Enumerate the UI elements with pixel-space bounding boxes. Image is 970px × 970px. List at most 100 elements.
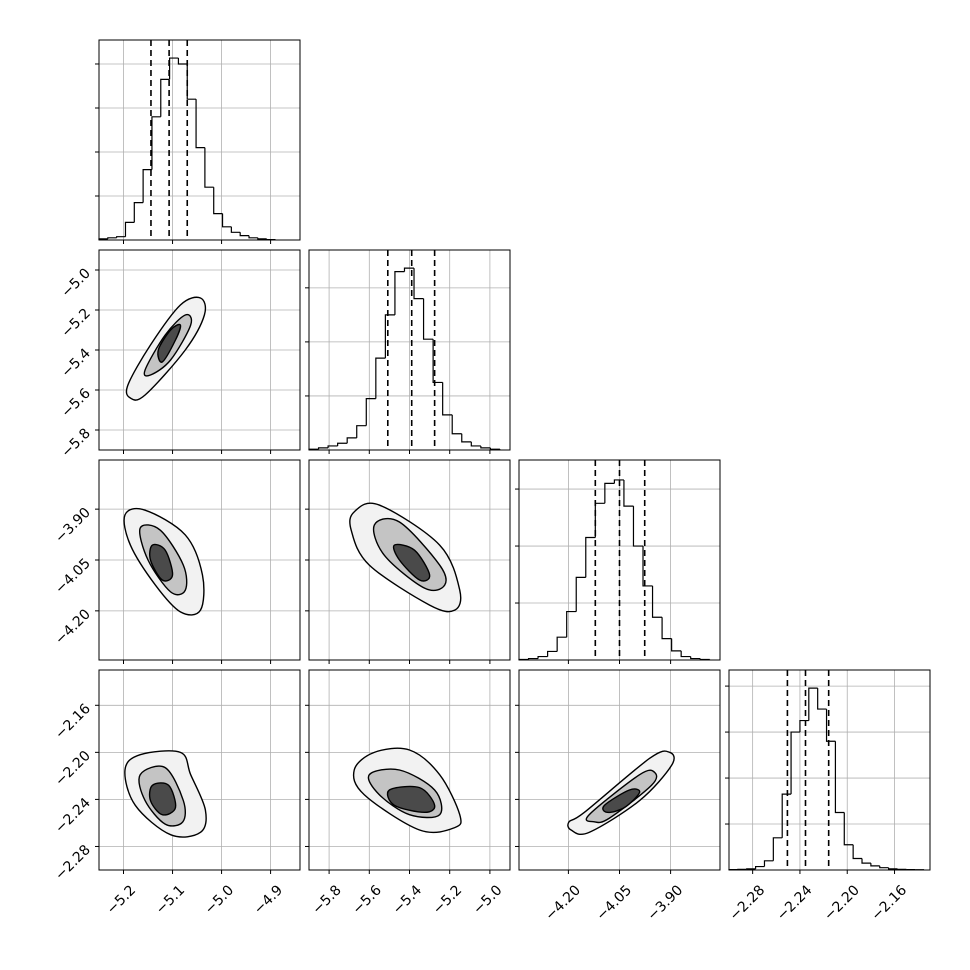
histogram-step	[527, 657, 539, 660]
histogram-step	[604, 482, 615, 504]
histogram-step	[442, 382, 453, 416]
histogram-step	[556, 636, 567, 652]
histogram-step	[489, 447, 500, 450]
histogram-step	[808, 687, 818, 721]
y-tick-label: −5.8	[58, 426, 93, 461]
histogram-step	[451, 414, 462, 435]
histogram-step	[204, 147, 214, 188]
y-tick-label: −3.90	[52, 505, 94, 547]
panel-frame	[728, 669, 931, 871]
panel-frame	[98, 669, 301, 871]
histogram-step	[671, 638, 682, 652]
histogram-step	[394, 271, 405, 315]
histogram-step	[151, 116, 161, 170]
x-tick-label: −2.24	[774, 882, 816, 924]
histogram-step	[195, 99, 205, 149]
histogram-step	[594, 502, 605, 538]
histogram-step	[870, 863, 880, 867]
density-contour	[392, 543, 431, 582]
y-tick-label: −5.4	[58, 345, 93, 380]
y-tick-label: −4.05	[52, 556, 94, 598]
panel-frame	[308, 669, 511, 871]
panel-frame	[98, 39, 301, 241]
histogram-step	[690, 656, 701, 660]
histogram-step	[642, 546, 653, 587]
histogram-step	[613, 479, 624, 484]
y-tick-label: −2.24	[52, 795, 94, 837]
x-tick-label: −3.90	[645, 882, 687, 924]
histogram-step	[763, 860, 774, 867]
histogram-step	[384, 314, 395, 359]
x-tick-label: −2.20	[821, 882, 863, 924]
panel-frame	[518, 669, 721, 871]
histogram-step	[133, 201, 144, 223]
panel-frame	[98, 249, 301, 451]
histogram-step	[365, 398, 376, 426]
histogram-step	[772, 837, 783, 861]
histogram-step	[632, 506, 644, 547]
histogram-step	[142, 168, 152, 203]
histogram-step	[755, 865, 765, 869]
histogram-step	[861, 858, 871, 864]
histogram-step	[888, 867, 898, 870]
y-tick-label: −2.28	[52, 842, 94, 884]
histogram-step	[422, 298, 434, 340]
histogram-step	[160, 78, 170, 117]
density-contour	[386, 785, 436, 814]
x-tick-label: −4.20	[542, 882, 584, 924]
histogram-step	[413, 268, 424, 300]
density-contour	[149, 543, 174, 582]
x-tick-label: −5.6	[350, 882, 385, 917]
histogram-step	[651, 585, 663, 618]
histogram-step	[248, 235, 258, 239]
histogram-step	[257, 237, 267, 240]
x-tick-label: −5.0	[202, 882, 237, 917]
histogram-step	[480, 445, 491, 449]
histogram-step	[221, 213, 232, 228]
histogram-step	[337, 442, 348, 446]
histogram-step	[585, 536, 596, 578]
histogram-step	[239, 232, 250, 237]
y-tick-label: −5.6	[58, 385, 93, 420]
x-tick-label: −2.28	[727, 882, 769, 924]
x-tick-label: −5.0	[470, 882, 505, 917]
histogram-step	[346, 437, 357, 444]
panel-frame	[308, 459, 511, 661]
x-tick-label: −4.05	[593, 882, 635, 924]
x-tick-label: −5.2	[104, 882, 139, 917]
histogram-step	[124, 221, 135, 237]
histogram-step	[470, 441, 481, 447]
histogram-step	[825, 709, 836, 742]
histogram-step	[699, 658, 710, 661]
histogram-step	[327, 445, 338, 448]
histogram-step	[230, 226, 241, 233]
histogram-step	[537, 655, 548, 659]
histogram-step	[266, 238, 276, 241]
histogram-step	[799, 719, 809, 733]
histogram-step	[116, 236, 126, 238]
x-tick-label: −5.2	[430, 882, 465, 917]
histogram-step	[547, 650, 558, 657]
x-tick-label: −2.16	[868, 882, 910, 924]
histogram-step	[680, 650, 691, 658]
x-tick-label: −4.9	[251, 882, 286, 917]
histogram-step	[107, 237, 117, 239]
histogram-step	[356, 425, 367, 438]
histogram-step	[186, 63, 197, 100]
y-tick-label: −2.20	[52, 748, 94, 790]
y-tick-label: −5.0	[58, 266, 93, 301]
histogram-step	[575, 576, 586, 612]
histogram-step	[461, 433, 472, 443]
density-contour	[157, 323, 182, 363]
histogram-step	[852, 844, 863, 860]
density-contour	[602, 788, 641, 814]
histogram-step	[879, 865, 889, 869]
density-contour	[148, 782, 177, 816]
x-tick-label: −5.1	[153, 882, 188, 917]
panel-frame	[98, 459, 301, 661]
histogram-step	[177, 58, 188, 65]
x-tick-label: −5.4	[390, 882, 425, 917]
histogram-step	[834, 741, 845, 814]
